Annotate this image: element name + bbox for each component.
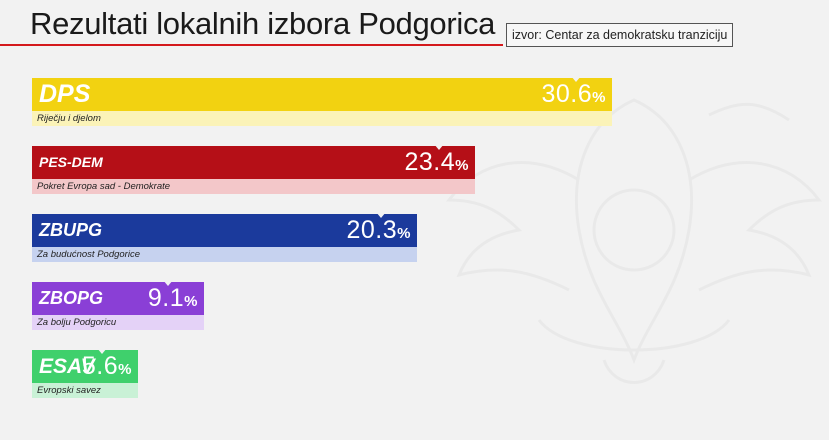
- bar-fill: ZBOPG 9.1%: [32, 280, 204, 318]
- bar-subtitle-strip: Za bolju Podgoricu: [32, 315, 204, 330]
- bar-esav: ESAV 5.6% Evropski savez: [32, 348, 138, 398]
- bar-fill: ZBUPG 20.3%: [32, 212, 417, 250]
- bar-subtitle-strip: Pokret Evropa sad - Demokrate: [32, 179, 475, 194]
- bar-value-notch: [571, 76, 581, 82]
- bar-chart: DPS 30.6% Riječju i djelom PES-DEM 23.4% Pokr…: [32, 76, 612, 398]
- bar-value-label: 23.4%: [404, 146, 469, 182]
- source-label: izvor: Centar za demokratsku tranziciju: [506, 23, 734, 47]
- party-full-name: Pokret Evropa sad - Demokrate: [37, 181, 171, 192]
- bar-value-notch: [376, 212, 386, 218]
- bar-value-number: 5.6: [81, 352, 119, 380]
- party-full-name: Za budućnost Podgorice: [37, 249, 140, 260]
- bar-value-number: 9.1: [147, 284, 185, 312]
- bar-value-unit: %: [592, 89, 606, 106]
- party-full-name: Za bolju Podgoricu: [37, 317, 117, 328]
- bar-category-label: PES-DEM: [39, 154, 103, 170]
- bar-pes-dem: PES-DEM 23.4% Pokret Evropa sad - Demokrat…: [32, 144, 475, 194]
- bar-subtitle-strip: Evropski savez: [32, 383, 138, 398]
- bar-value-number: 23.4: [404, 148, 456, 176]
- bar-value-notch: [97, 348, 107, 354]
- bar-value-unit: %: [118, 361, 132, 378]
- bar-value-notch: [163, 280, 173, 286]
- title-underline: [0, 44, 503, 46]
- bar-value-label: 9.1%: [148, 282, 198, 318]
- bar-category-label: DPS: [39, 80, 91, 108]
- bar-fill: ESAV 5.6%: [32, 348, 138, 386]
- eagle-emblem-watermark: [445, 98, 823, 384]
- bar-category-label: ESAV: [39, 355, 95, 378]
- bar-value-label: 20.3%: [346, 214, 411, 250]
- bar-zbopg: ZBOPG 9.1% Za bolju Podgoricu: [32, 280, 204, 330]
- bar-fill: PES-DEM 23.4%: [32, 144, 475, 182]
- bar-dps: DPS 30.6% Riječju i djelom: [32, 76, 612, 126]
- party-full-name: Evropski savez: [37, 385, 101, 396]
- header: Rezultati lokalnih izbora Podgorica izvo…: [0, 0, 829, 50]
- bar-value-unit: %: [455, 157, 469, 174]
- bar-fill: DPS 30.6%: [32, 76, 612, 114]
- bar-subtitle-strip: Riječju i djelom: [32, 111, 612, 126]
- bar-category-label: ZBUPG: [39, 220, 102, 240]
- bar-value-unit: %: [397, 225, 411, 242]
- bar-value-notch: [434, 144, 444, 150]
- bar-category-label: ZBOPG: [39, 288, 104, 308]
- bar-zbupg: ZBUPG 20.3% Za budućnost Podgorice: [32, 212, 417, 262]
- bar-value-number: 30.6: [541, 80, 593, 108]
- bar-subtitle-strip: Za budućnost Podgorice: [32, 247, 417, 262]
- party-full-name: Riječju i djelom: [37, 113, 101, 124]
- bar-value-unit: %: [184, 293, 198, 310]
- bar-value-number: 20.3: [346, 216, 398, 244]
- bar-value-label: 5.6%: [82, 350, 132, 386]
- page-title: Rezultati lokalnih izbora Podgorica: [30, 6, 496, 41]
- bar-value-label: 30.6%: [541, 78, 606, 114]
